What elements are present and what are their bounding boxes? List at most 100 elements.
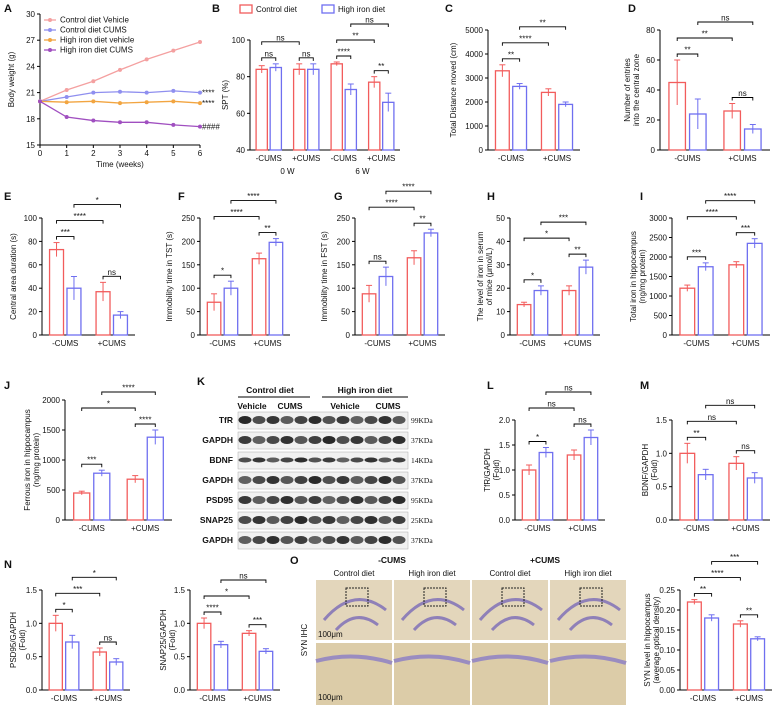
- blot-band: [392, 457, 406, 463]
- significance-label: ****: [122, 384, 134, 393]
- blot-band: [280, 516, 294, 524]
- zoom-box: [423, 587, 447, 607]
- blot-band: [378, 536, 392, 544]
- blot-band: [252, 476, 266, 484]
- bracket: [735, 232, 756, 236]
- blot-band: [294, 536, 308, 544]
- point: [118, 101, 122, 106]
- significance-label: **: [540, 18, 546, 27]
- protein-label: GAPDH: [202, 435, 233, 445]
- bracket: [705, 404, 756, 409]
- point: [144, 100, 149, 105]
- lane-label: Vehicle: [330, 401, 360, 411]
- panel-letter: E: [4, 191, 11, 203]
- significance-label: ****: [74, 212, 86, 221]
- y-tick-label: 20: [28, 308, 37, 317]
- x-tick-label: -CUMS: [683, 339, 709, 348]
- ihc-images: [315, 580, 627, 705]
- size-label: 37KDa: [411, 476, 433, 485]
- x-tick-label: +CUMS: [563, 339, 591, 348]
- blot-band: [350, 496, 364, 504]
- legend-marker: [48, 38, 52, 42]
- y-tick-label: 24: [26, 62, 35, 71]
- y-tick-label: 60: [236, 109, 245, 118]
- bracket: [73, 204, 121, 208]
- blot-band: [322, 496, 336, 504]
- point: [64, 94, 69, 99]
- size-label: 14KDa: [411, 456, 433, 465]
- ihc-zoom: [550, 643, 626, 705]
- y-tick-label: 27: [26, 36, 35, 45]
- bar: [728, 462, 745, 521]
- y-tick-label: 30: [496, 261, 505, 270]
- significance-label: ns: [741, 442, 749, 451]
- bracket: [248, 624, 267, 628]
- bar: [251, 258, 267, 336]
- blot-band: [322, 516, 336, 524]
- y-axis-label: Immobility time in FST (s): [320, 231, 329, 322]
- bracket: [413, 222, 432, 227]
- point: [64, 87, 69, 92]
- blot-band: [238, 436, 252, 444]
- significance-label: ***: [741, 224, 750, 233]
- blot-band: [336, 436, 350, 444]
- y-axis-label: TfR/GAPDH: [483, 448, 492, 492]
- y-tick-label: 100: [232, 36, 246, 45]
- x-tick-label: -CUMS: [331, 154, 357, 163]
- blot-band: [392, 536, 406, 544]
- blot-band: [252, 457, 266, 463]
- blot-band: [266, 536, 280, 544]
- y-tick-label: 2000: [649, 253, 667, 262]
- x-tick-label: +CUMS: [98, 339, 126, 348]
- bracket: [213, 216, 260, 220]
- y-tick-label: 0.5: [656, 483, 668, 492]
- bracket: [693, 593, 713, 597]
- y-axis-label: Body weight (g): [7, 51, 16, 107]
- y-tick-label: 0.0: [656, 516, 668, 525]
- blot-group: High iron diet: [338, 385, 393, 395]
- bar: [521, 469, 537, 521]
- point: [144, 90, 149, 95]
- blot-band: [364, 476, 378, 484]
- blot-band: [238, 516, 252, 524]
- bar: [146, 436, 164, 521]
- blot-band: [294, 457, 308, 463]
- blot-band: [322, 536, 336, 544]
- blot-band: [322, 436, 336, 444]
- scale-bar-label: 100μm: [318, 630, 343, 639]
- y-tick-label: 150: [337, 261, 351, 270]
- legend-label: High iron diet CUMS: [60, 46, 133, 55]
- bracket: [519, 26, 567, 30]
- blot-band: [252, 436, 266, 444]
- y-tick-label: 250: [337, 214, 351, 223]
- y-tick-label: 20: [496, 284, 505, 293]
- significance-label: **: [574, 246, 580, 255]
- blot-band: [392, 516, 406, 524]
- significance-label: **: [508, 50, 514, 59]
- bar: [126, 478, 144, 521]
- hippocampus: [556, 598, 621, 632]
- bar: [533, 289, 549, 336]
- x-tick-label: -CUMS: [690, 694, 716, 703]
- blot-band: [308, 436, 322, 444]
- y-tick-label: 0.5: [174, 653, 186, 662]
- y-tick-label: 1.0: [499, 466, 511, 475]
- bracket: [298, 57, 314, 61]
- bar: [697, 266, 714, 336]
- y-tick-label: 1500: [42, 426, 60, 435]
- protein-label: TfR: [219, 415, 233, 425]
- y-tick-label: 0: [479, 146, 484, 155]
- significance-label: ns: [265, 49, 273, 58]
- lane-label: CUMS: [277, 401, 302, 411]
- bar: [697, 474, 714, 521]
- blot-band: [266, 476, 280, 484]
- significance-label: **: [684, 46, 690, 55]
- y-tick-label: 1000: [42, 456, 60, 465]
- bar: [558, 103, 574, 151]
- significance-label: ***: [61, 228, 70, 237]
- bracket: [56, 236, 75, 240]
- y-tick-label: 0.0: [174, 686, 186, 695]
- x-tick-label: +CUMS: [94, 694, 122, 703]
- blot-band: [308, 416, 322, 424]
- blot-band: [350, 416, 364, 424]
